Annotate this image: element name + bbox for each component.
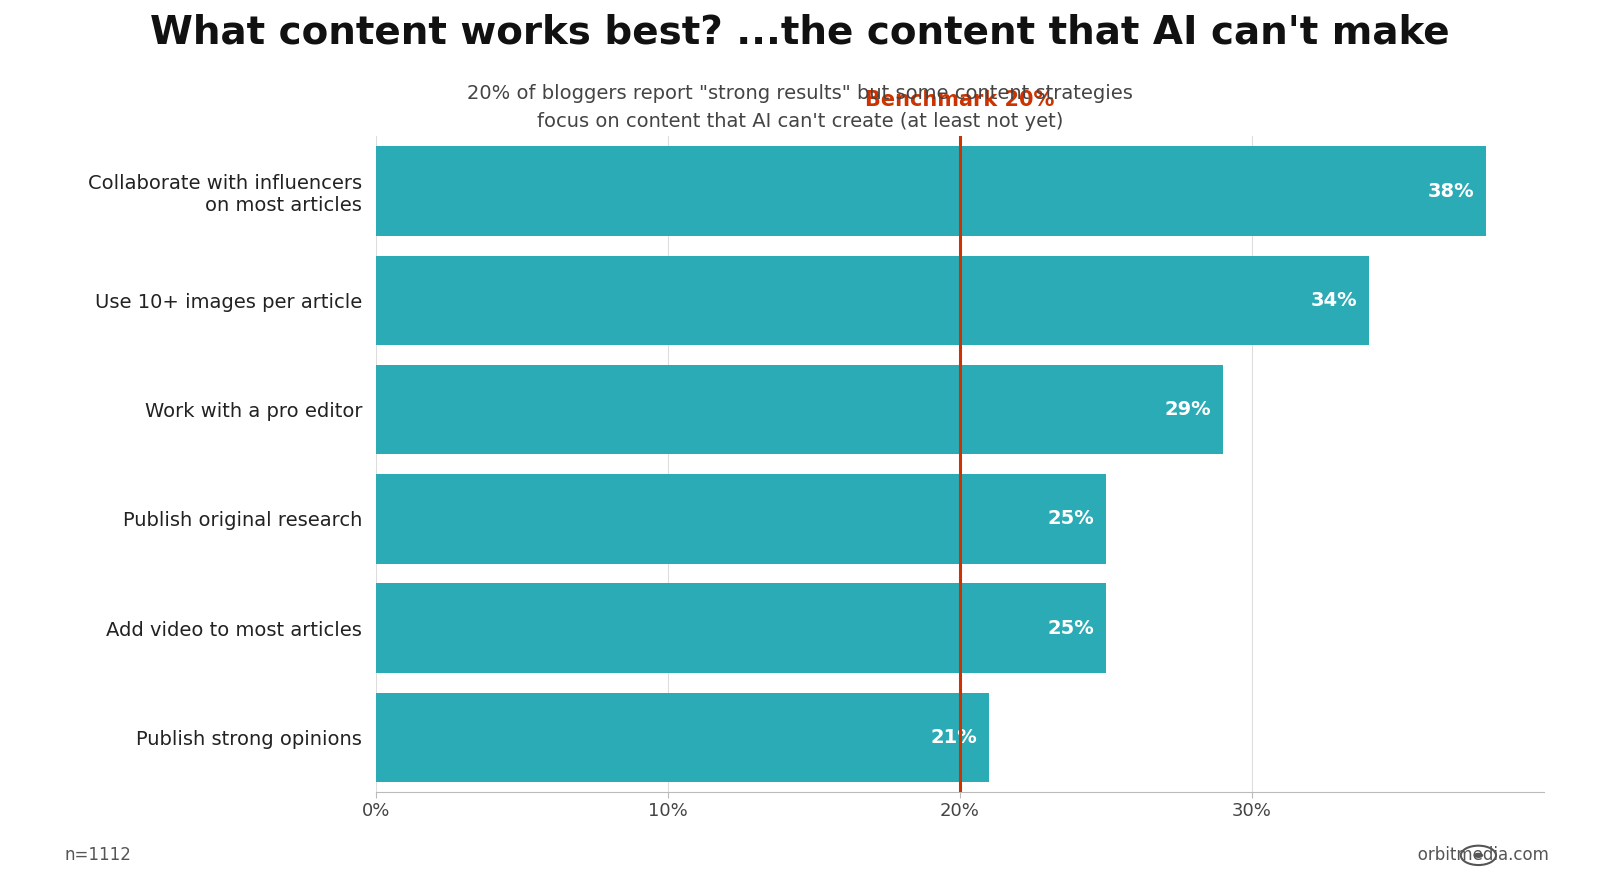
Text: orbitmedia.com: orbitmedia.com	[1402, 847, 1549, 864]
Bar	[376, 365, 1222, 454]
Bar	[376, 474, 1106, 563]
Bar	[376, 255, 1370, 345]
Text: 29%: 29%	[1165, 400, 1211, 419]
Text: 25%: 25%	[1048, 510, 1094, 528]
Text: 34%: 34%	[1310, 290, 1357, 310]
Text: Benchmark 20%: Benchmark 20%	[866, 90, 1054, 110]
Bar	[376, 693, 989, 782]
Text: 21%: 21%	[931, 728, 978, 747]
Text: What content works best? ...the content that AI can't make: What content works best? ...the content …	[150, 13, 1450, 51]
Text: 25%: 25%	[1048, 619, 1094, 638]
Text: 38%: 38%	[1427, 181, 1474, 201]
Text: 20% of bloggers report "strong results" but some content strategies
focus on con: 20% of bloggers report "strong results" …	[467, 84, 1133, 130]
Text: n=1112: n=1112	[64, 847, 131, 864]
Bar	[376, 583, 1106, 673]
Bar	[376, 146, 1486, 236]
